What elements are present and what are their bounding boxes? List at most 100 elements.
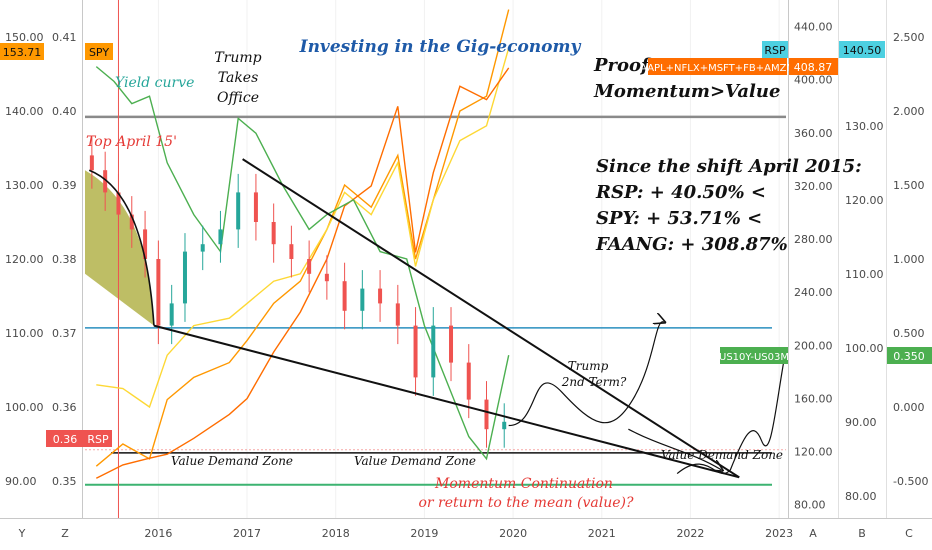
faang-badge: AAPL+NFLX+MSFT+FB+AMZN 408.87 (640, 58, 838, 75)
spy-price-value: 153.71 (3, 46, 42, 59)
trump-note-line3: Office (217, 90, 259, 106)
faang-label-text: AAPL+NFLX+MSFT+FB+AMZN (640, 63, 794, 74)
candle-body (395, 303, 400, 326)
candle-body (449, 325, 454, 363)
top-wedge-shading (85, 170, 154, 326)
since-shift-line3: SPY: + 53.71% < (596, 208, 762, 229)
spread-badge: US10Y-US03M 0.350 (719, 347, 932, 364)
rsp-left-badge: 0.36 RSP (46, 430, 112, 447)
since-shift-line1: Since the shift April 2015: (596, 156, 862, 177)
yield-tick-0.39: 0.39 (52, 179, 77, 192)
trump-2nd-term-line1: Trump (568, 359, 609, 373)
axis-letter-A: A (809, 527, 817, 540)
candle-body (307, 259, 312, 274)
top-april-note: Top April 15' (86, 134, 177, 150)
faang-tick-320.00: 320.00 (794, 180, 833, 193)
trump-note-line2: Takes (218, 70, 259, 86)
spread-tick-2.000: 2.000 (893, 105, 925, 118)
plot-area[interactable] (83, 0, 788, 518)
faang-tick-160.00: 160.00 (794, 392, 833, 405)
series-rsp (96, 47, 510, 409)
spread-tick-1.500: 1.500 (893, 179, 925, 192)
candle-body (253, 192, 258, 222)
series-us10y-us03m (95, 66, 510, 461)
faang-tick-440.00: 440.00 (794, 21, 833, 34)
spy-tick-140.00: 140.00 (5, 105, 44, 118)
trendlines (88, 158, 785, 479)
spread-tick-1.000: 1.000 (893, 253, 925, 266)
rsp-tick-100.00: 100.00 (845, 342, 884, 355)
faang-tick-80.00: 80.00 (794, 499, 826, 512)
candle-body (271, 222, 276, 245)
x-tick-2019: 2019 (410, 527, 438, 540)
candle-body (218, 229, 223, 245)
since-shift-line4: FAANG: + 308.87% (595, 234, 788, 255)
spread-label-text: US10Y-US03M (719, 352, 789, 363)
candle-body (378, 288, 383, 304)
yield-tick-0.40: 0.40 (52, 105, 77, 118)
yield-tick-0.38: 0.38 (52, 253, 77, 266)
value-demand-zone-1: Value Demand Zone (171, 454, 293, 468)
candle-body (484, 399, 489, 430)
candle-body (324, 273, 329, 282)
x-tick-2021: 2021 (588, 527, 616, 540)
trump-2nd-term-line2: 2nd Term? (561, 375, 627, 389)
spy-axis-panel (0, 0, 45, 518)
horizontal-levels (85, 0, 786, 518)
spread-value-text: 0.350 (893, 350, 925, 363)
momentum-note-line2: or return to the mean (value)? (418, 495, 634, 511)
yield-tick-0.37: 0.37 (52, 327, 77, 340)
x-tick-2018: 2018 (322, 527, 350, 540)
trump-note-line1: Trump (214, 50, 261, 66)
proof-line1: Proof: (593, 55, 655, 76)
candle-body (169, 303, 174, 326)
candle-body (182, 251, 187, 304)
series-lines (95, 9, 510, 479)
axis-letter-Z: Z (61, 527, 69, 540)
faang-tick-400.00: 400.00 (794, 74, 833, 87)
yield-tick-0.36: 0.36 (52, 401, 77, 414)
axis-letter-Y: Y (18, 527, 26, 540)
candle-body (431, 325, 436, 378)
yield-tick-0.41: 0.41 (52, 31, 77, 44)
rsp-tick-120.00: 120.00 (845, 194, 884, 207)
value-demand-zone-3: Value Demand Zone (661, 448, 783, 462)
faang-tick-360.00: 360.00 (794, 127, 833, 140)
spy-label-badge: SPY (85, 43, 113, 60)
rsp-left-value: 0.36 (53, 433, 78, 446)
value-rebound-path (676, 362, 785, 475)
rsp-candles (89, 136, 507, 448)
spy-tick-90.00: 90.00 (5, 475, 37, 488)
proof-line2: Momentum>Value (593, 81, 780, 102)
candle-body (143, 229, 148, 259)
x-tick-2022: 2022 (676, 527, 704, 540)
yield-curve-note: Yield curve (115, 75, 194, 91)
spy-label-text: SPY (89, 46, 109, 59)
candle-body (413, 325, 418, 378)
axis-letter-B: B (858, 527, 866, 540)
candle-body (502, 421, 507, 430)
series-aapl-nflx-msft-fb-amzn (95, 67, 510, 479)
rsp-left-label: RSP (87, 433, 109, 446)
candle-body (466, 362, 471, 400)
yield-tick-0.35: 0.35 (52, 475, 77, 488)
x-tick-2017: 2017 (233, 527, 261, 540)
candle-body (360, 288, 365, 311)
candle-body (342, 281, 347, 311)
top-arc (88, 169, 155, 326)
rsp-tick-80.00: 80.00 (845, 490, 877, 503)
spy-tick-100.00: 100.00 (5, 401, 44, 414)
x-tick-2016: 2016 (144, 527, 172, 540)
grid (157, 0, 780, 518)
spy-tick-130.00: 130.00 (5, 179, 44, 192)
candle-body (116, 192, 121, 215)
candle-body (129, 214, 134, 230)
faang-tick-280.00: 280.00 (794, 233, 833, 246)
lower-falling-trendline (153, 324, 740, 479)
x-tick-2020: 2020 (499, 527, 527, 540)
spread-tick-0.000: 0.000 (893, 401, 925, 414)
spread-tick-0.500: 0.500 (893, 327, 925, 340)
candle-body (103, 170, 108, 193)
since-shift-line2: RSP: + 40.50% < (595, 182, 766, 203)
